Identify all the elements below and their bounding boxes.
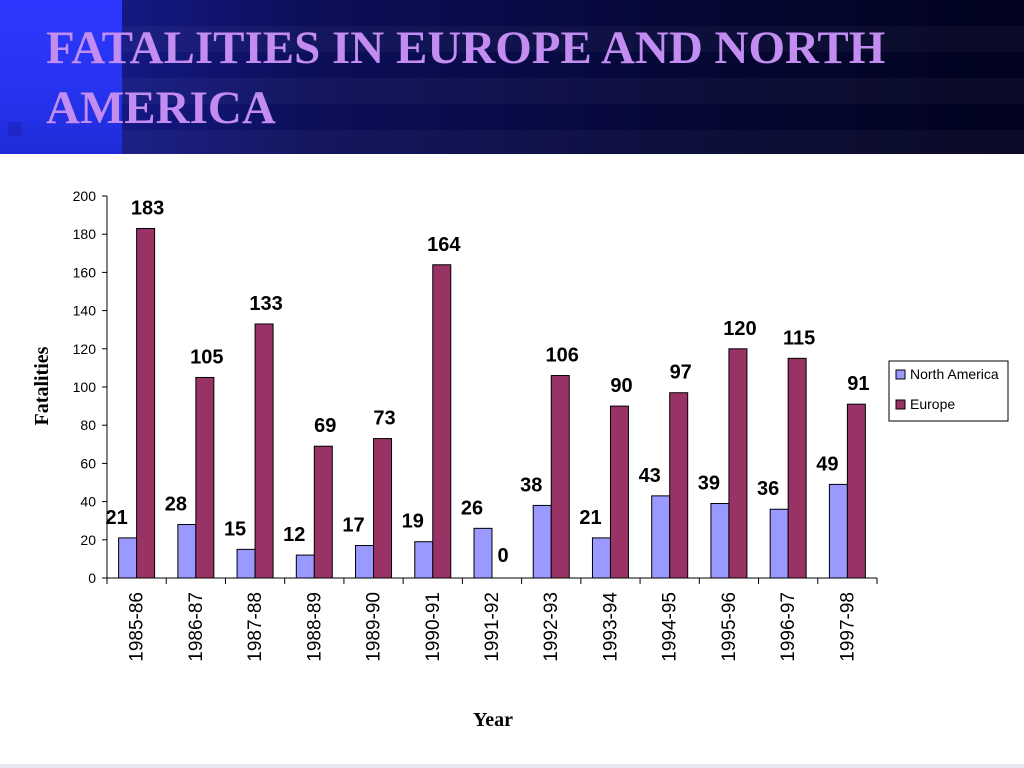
north-america-bar: [532, 504, 552, 579]
x-axis-title: Year: [473, 709, 513, 731]
x-tick-label: 1987-88: [245, 592, 266, 662]
europe-data-label: 91: [847, 373, 869, 395]
slide-bottom-line: [0, 764, 1024, 768]
legend-label: Europe: [910, 396, 955, 412]
x-tick-label: 1988-89: [304, 592, 325, 662]
north-america-data-label: 19: [402, 511, 424, 533]
europe-data-label: 0: [497, 545, 508, 567]
europe-data-label: 105: [190, 346, 223, 368]
europe-bar: [609, 405, 629, 579]
north-america-data-label: 38: [520, 474, 542, 496]
europe-data-label: 97: [670, 362, 692, 384]
north-america-bar: [591, 537, 611, 579]
north-america-data-label: 21: [579, 507, 601, 529]
y-tick-label: 0: [88, 570, 96, 586]
y-tick-label: 120: [73, 341, 97, 357]
north-america-data-label: 17: [342, 515, 364, 537]
x-tick-label: 1994-95: [660, 592, 681, 662]
europe-data-label: 90: [610, 375, 632, 397]
y-tick-label: 200: [73, 188, 97, 204]
europe-data-label: 115: [783, 327, 815, 349]
x-tick-label: 1996-97: [778, 592, 799, 662]
europe-bar: [373, 438, 393, 579]
north-america-bar: [177, 524, 197, 579]
north-america-data-label: 21: [105, 507, 127, 529]
x-tick-label: 1991-92: [482, 592, 503, 662]
europe-bar: [254, 323, 274, 579]
y-tick-label: 60: [80, 455, 96, 471]
header-decoration-square: [8, 122, 22, 136]
north-america-bar: [236, 548, 256, 579]
north-america-bar: [651, 495, 671, 579]
europe-data-label: 69: [314, 415, 336, 437]
europe-bar: [195, 376, 215, 579]
x-tick-label: 1993-94: [600, 592, 621, 662]
y-tick-label: 140: [73, 303, 97, 319]
north-america-data-label: 28: [165, 494, 187, 516]
legend-label: North America: [910, 366, 999, 382]
legend-box: [888, 360, 1009, 422]
y-tick-label: 100: [73, 379, 97, 395]
europe-bar: [136, 227, 156, 579]
slide-header: FATALITIES IN EUROPE AND NORTH AMERICA: [0, 0, 1024, 154]
y-tick-label: 180: [73, 226, 97, 242]
x-tick-label: 1997-98: [837, 592, 858, 662]
europe-bar: [728, 348, 748, 579]
y-tick-label: 20: [80, 532, 96, 548]
europe-data-label: 183: [131, 197, 164, 219]
europe-bar: [846, 403, 866, 579]
x-tick-label: 1989-90: [364, 592, 385, 662]
y-tick-label: 40: [80, 494, 96, 510]
north-america-data-label: 15: [224, 518, 246, 540]
europe-bar: [550, 375, 570, 579]
north-america-data-label: 49: [816, 453, 838, 475]
y-tick-label: 160: [73, 264, 97, 280]
north-america-bar: [828, 483, 848, 579]
north-america-data-label: 39: [698, 473, 720, 495]
europe-data-label: 106: [546, 345, 579, 367]
legend-swatch: [895, 399, 906, 410]
x-tick-label: 1985-86: [127, 592, 148, 662]
europe-bar: [669, 392, 689, 579]
north-america-data-label: 26: [461, 497, 483, 519]
europe-data-label: 164: [427, 234, 461, 256]
north-america-data-label: 36: [757, 478, 779, 500]
y-tick-label: 80: [80, 417, 96, 433]
europe-bar: [313, 445, 333, 579]
x-tick-label: 1995-96: [719, 592, 740, 662]
europe-data-label: 73: [373, 408, 395, 430]
north-america-bar: [710, 503, 730, 579]
north-america-bar: [355, 545, 375, 579]
legend-swatch: [895, 369, 906, 380]
europe-data-label: 120: [723, 318, 756, 340]
europe-bar: [432, 264, 452, 579]
north-america-bar: [769, 508, 789, 579]
x-tick-label: 1992-93: [541, 592, 562, 662]
europe-data-label: 133: [249, 293, 282, 315]
europe-bar: [787, 357, 807, 579]
north-america-bar: [118, 537, 138, 579]
x-tick-label: 1990-91: [423, 592, 444, 662]
x-tick-label: 1986-87: [186, 592, 207, 662]
north-america-bar: [414, 541, 434, 579]
slide-title: FATALITIES IN EUROPE AND NORTH AMERICA: [46, 22, 886, 134]
north-america-bar: [295, 554, 315, 579]
y-axis-title: Fatalities: [31, 346, 53, 425]
north-america-data-label: 43: [639, 465, 661, 487]
north-america-bar: [473, 527, 493, 579]
north-america-data-label: 12: [283, 524, 305, 546]
